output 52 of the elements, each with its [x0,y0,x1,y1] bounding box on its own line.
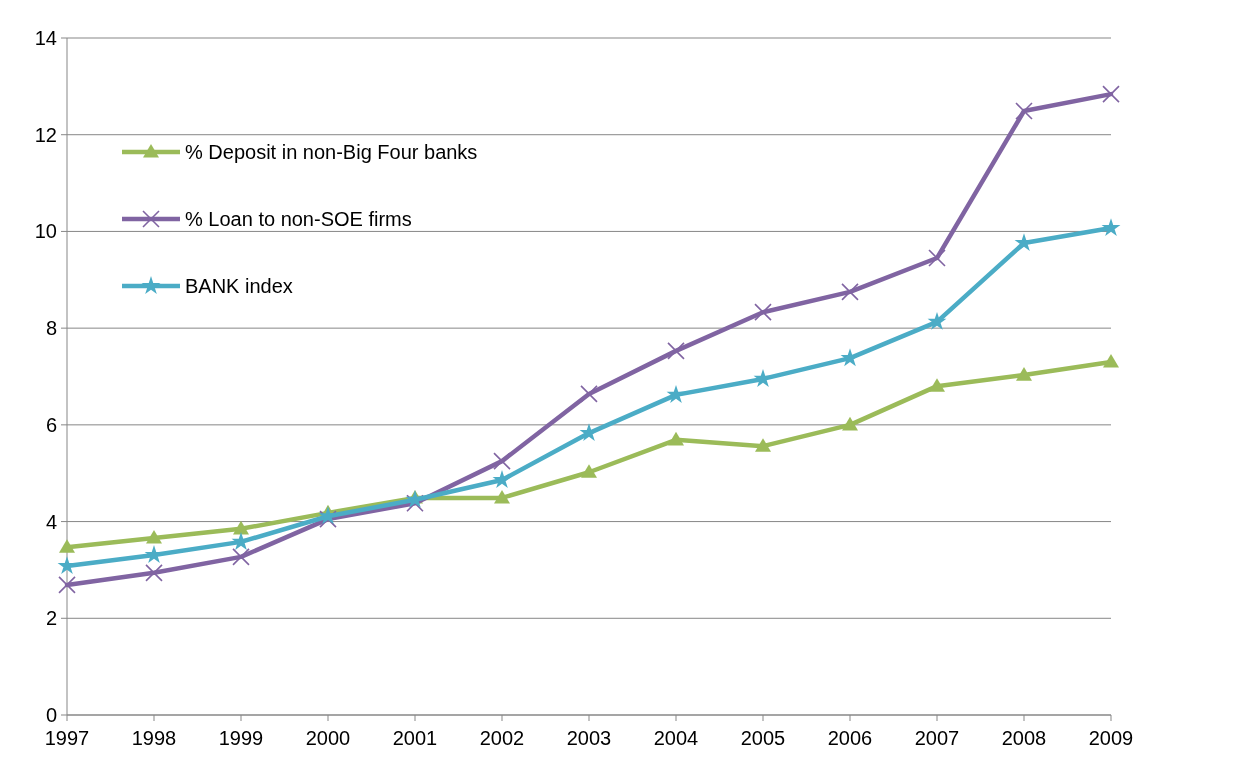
point [145,564,163,582]
x-tick-label: 2002 [479,727,525,749]
y-tick-label: 2 [45,607,57,630]
legend-label: % Deposit in non-Big Four banks [185,141,478,163]
x-tick-label: 1998 [131,727,177,749]
point [1016,367,1032,381]
point [492,470,512,488]
point [927,311,947,330]
point [755,438,771,452]
point [666,384,686,403]
point [928,249,946,267]
point [59,539,75,553]
point [233,520,249,535]
x-tick-label: 1999 [218,727,264,749]
point [1015,102,1033,120]
x-tick-label: 2006 [827,727,873,749]
x-tick-label: 2000 [305,727,351,749]
point [579,423,599,442]
point [1103,353,1119,368]
point [668,431,684,446]
y-tick-label: 0 [45,704,57,726]
point [841,283,859,301]
x-tick-label: 2005 [740,727,786,749]
point [58,576,76,594]
point [494,489,510,504]
legend-label: % Loan to non-SOE firms [185,208,412,230]
x-tick-label: 2001 [392,727,438,749]
y-tick-label: 8 [45,317,57,340]
point [929,378,945,392]
point [493,452,511,470]
legend-label: BANK index [185,275,293,297]
y-tick-label: 4 [45,510,57,533]
point [842,416,858,431]
point [667,342,685,360]
x-tick-label: 2009 [1088,727,1134,749]
point [581,464,597,478]
x-tick-label: 2008 [1001,727,1047,749]
point [232,548,250,566]
point [406,494,424,512]
x-tick-label: 1997 [44,727,90,749]
point [580,385,598,403]
y-tick-label: 6 [45,413,57,436]
x-tick-label: 2004 [653,727,699,749]
x-tick-label: 2007 [914,727,960,749]
y-tick-label: 14 [34,27,57,49]
x-tick-label: 2003 [566,727,612,749]
y-tick-label: 10 [34,220,57,243]
point [754,303,772,321]
y-tick-label: 12 [34,123,57,146]
point [146,530,162,544]
point [1101,218,1121,237]
point [1102,85,1120,103]
